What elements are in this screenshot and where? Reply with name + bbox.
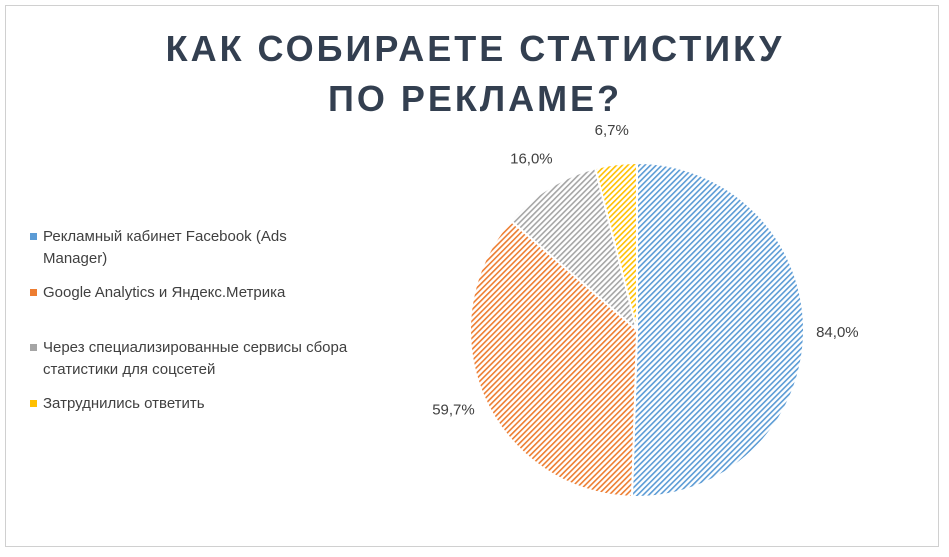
pie-slice [630, 161, 805, 498]
legend-item: Рекламный кабинет Facebook (Ads Manager) [30, 226, 350, 270]
pie-slice [593, 161, 638, 331]
pie-slice [469, 219, 639, 498]
data-label: 84,0% [816, 324, 859, 341]
chart-frame [5, 5, 939, 547]
legend-swatch [30, 289, 37, 296]
legend-swatch [30, 233, 37, 240]
legend-label: Через специализированные сервисы сбора с… [43, 339, 348, 378]
legend-item: Google Analytics и Яндекс.Метрика [30, 282, 350, 304]
legend-label: Google Analytics и Яндекс.Метрика [43, 284, 286, 301]
data-label: 16,0% [510, 151, 553, 168]
chart-title: КАК СОБИРАЕТЕ СТАТИСТИКУ ПО РЕКЛАМЕ? [165, 28, 785, 119]
legend-label: Рекламный кабинет Facebook (Ads Manager) [43, 228, 287, 267]
data-label: 6,7% [595, 122, 629, 139]
legend-item: Затруднились ответить [30, 393, 350, 415]
legend-item: Через специализированные сервисы сбора с… [30, 337, 350, 381]
legend-swatch [30, 344, 37, 351]
legend-swatch [30, 400, 37, 407]
data-label: 59,7% [432, 401, 475, 418]
legend-label: Затруднились ответить [43, 395, 205, 412]
